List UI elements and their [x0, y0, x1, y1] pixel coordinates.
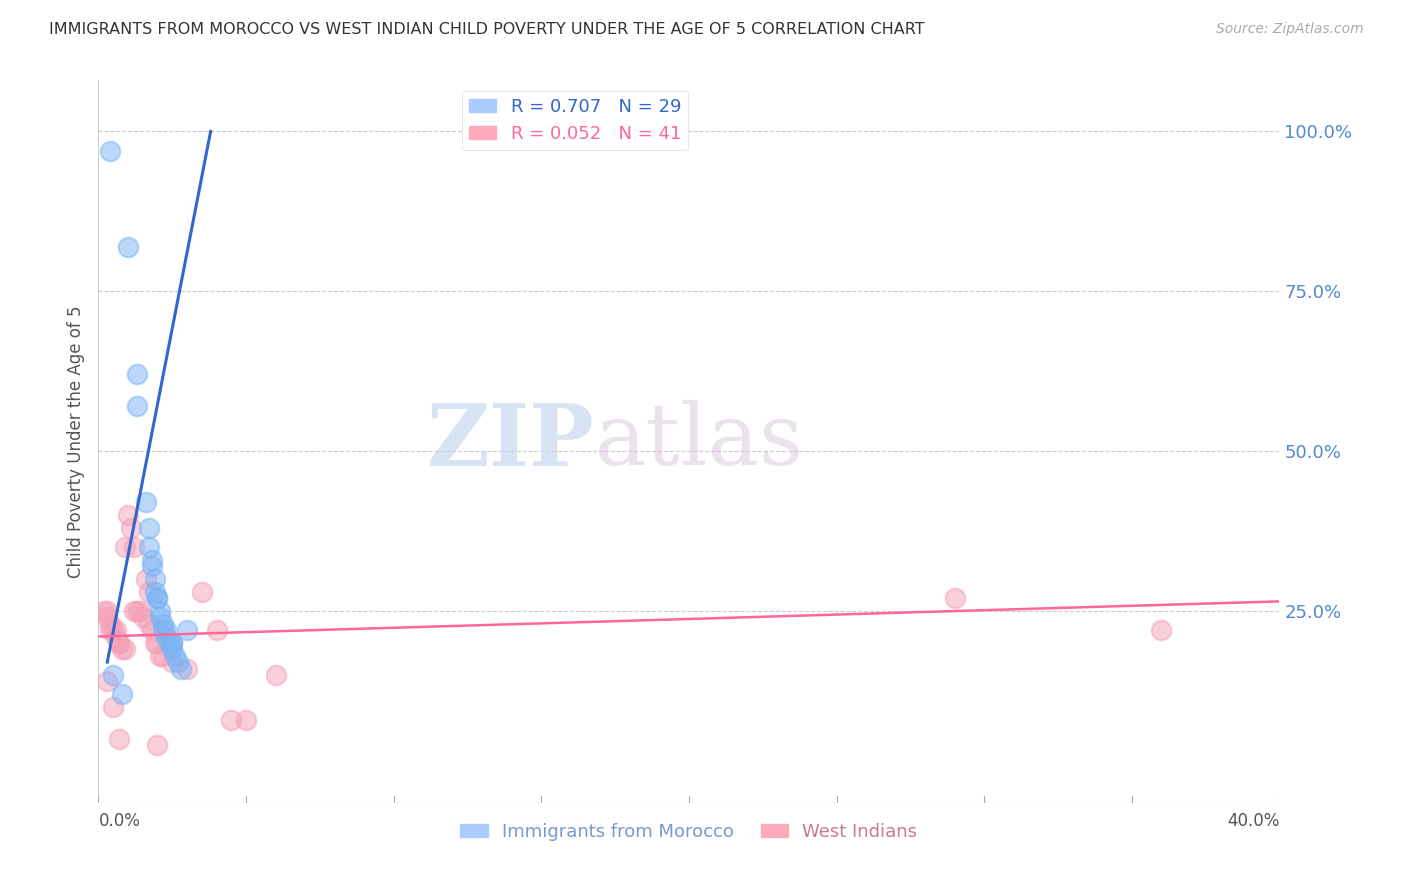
Point: [149, 604, 172, 618]
Point: [135, 495, 157, 509]
Point: [143, 584, 166, 599]
Point: [98, 144, 121, 158]
Point: [108, 636, 131, 650]
Point: [141, 559, 163, 574]
Point: [103, 668, 125, 682]
Point: [141, 623, 163, 637]
Point: [122, 540, 145, 554]
Point: [138, 584, 160, 599]
Point: [125, 604, 148, 618]
Point: [264, 668, 287, 682]
Text: 40.0%: 40.0%: [1227, 813, 1279, 830]
Point: [152, 623, 174, 637]
Point: [149, 610, 172, 624]
Text: atlas: atlas: [595, 400, 804, 483]
Point: [125, 400, 148, 414]
Point: [96, 604, 118, 618]
Point: [117, 239, 139, 253]
Point: [138, 616, 160, 631]
Point: [93, 604, 115, 618]
Point: [125, 368, 148, 382]
Point: [146, 591, 169, 606]
Point: [98, 623, 121, 637]
Point: [138, 521, 160, 535]
Point: [162, 636, 183, 650]
Point: [108, 636, 131, 650]
Point: [162, 636, 183, 650]
Text: ZIP: ZIP: [426, 400, 595, 483]
Point: [157, 636, 180, 650]
Point: [122, 604, 145, 618]
Point: [149, 648, 172, 663]
Point: [176, 661, 198, 675]
Point: [155, 623, 177, 637]
Text: IMMIGRANTS FROM MOROCCO VS WEST INDIAN CHILD POVERTY UNDER THE AGE OF 5 CORRELAT: IMMIGRANTS FROM MOROCCO VS WEST INDIAN C…: [49, 22, 925, 37]
Point: [205, 623, 228, 637]
Point: [132, 610, 155, 624]
Text: 0.0%: 0.0%: [98, 813, 141, 830]
Point: [176, 623, 198, 637]
Point: [138, 540, 160, 554]
Point: [114, 540, 136, 554]
Point: [146, 636, 169, 650]
Point: [96, 674, 118, 689]
Point: [114, 642, 136, 657]
Point: [128, 604, 150, 618]
Point: [143, 636, 166, 650]
Point: [165, 648, 187, 663]
Point: [162, 642, 183, 657]
Point: [108, 731, 131, 746]
Point: [103, 623, 125, 637]
Y-axis label: Child Poverty Under the Age of 5: Child Poverty Under the Age of 5: [66, 305, 84, 578]
Point: [152, 648, 174, 663]
Point: [170, 661, 193, 675]
Point: [146, 591, 169, 606]
Point: [111, 687, 134, 701]
Point: [1150, 623, 1173, 637]
Point: [235, 713, 257, 727]
Point: [96, 610, 118, 624]
Point: [143, 572, 166, 586]
Point: [191, 584, 214, 599]
Point: [111, 642, 134, 657]
Point: [105, 630, 128, 644]
Point: [117, 508, 139, 522]
Legend: Immigrants from Morocco, West Indians: Immigrants from Morocco, West Indians: [453, 815, 925, 848]
Point: [221, 713, 243, 727]
Point: [943, 591, 966, 606]
Point: [135, 572, 157, 586]
Point: [167, 655, 190, 669]
Point: [141, 553, 163, 567]
Point: [162, 655, 183, 669]
Point: [105, 623, 128, 637]
Point: [103, 699, 125, 714]
Point: [146, 738, 169, 752]
Point: [155, 630, 177, 644]
Point: [120, 521, 142, 535]
Point: [152, 616, 174, 631]
Text: Source: ZipAtlas.com: Source: ZipAtlas.com: [1216, 22, 1364, 37]
Point: [98, 616, 121, 631]
